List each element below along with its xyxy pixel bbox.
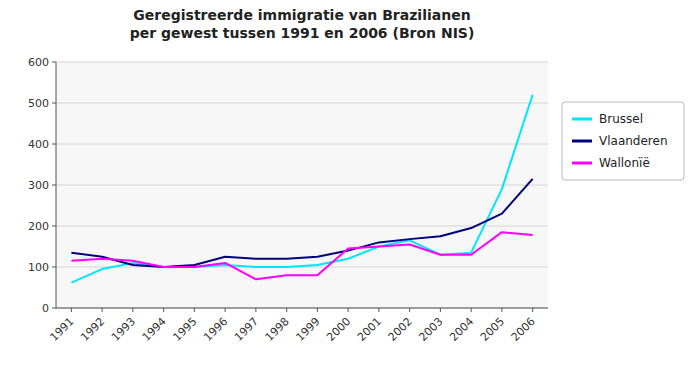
plot-area (56, 62, 548, 308)
x-tick-label: 1997 (232, 315, 261, 344)
x-tick-label: 1991 (48, 315, 77, 344)
x-tick (471, 308, 472, 312)
y-axis: 0 100 200 300 400 500 600 (28, 56, 548, 315)
legend-box (562, 102, 684, 180)
x-tick (532, 308, 533, 312)
x-tick-label: 2006 (509, 315, 538, 344)
series-group (71, 95, 532, 283)
x-tick-label: 2005 (478, 315, 507, 344)
y-tick-label: 500 (28, 97, 49, 110)
x-tick (501, 308, 502, 312)
legend-swatch (572, 118, 592, 121)
x-tick-label: 1992 (78, 315, 107, 344)
y-tick (52, 267, 56, 268)
x-tick (132, 308, 133, 312)
legend-label: Vlaanderen (599, 134, 668, 148)
y-tick (52, 185, 56, 186)
y-tick-label: 200 (28, 220, 49, 233)
x-tick-label: 1998 (263, 315, 292, 344)
y-tick (52, 144, 56, 145)
series-line (71, 95, 532, 283)
x-tick (286, 308, 287, 312)
x-tick (194, 308, 195, 312)
legend: Brussel Vlaanderen Wallonïë (562, 102, 684, 180)
y-tick-label: 400 (28, 138, 49, 151)
x-tick (378, 308, 379, 312)
legend-swatch (572, 162, 592, 165)
x-tick-label: 2003 (417, 315, 446, 344)
y-tick (52, 62, 56, 63)
x-tick-label: 1994 (140, 315, 169, 344)
x-tick-label: 2000 (324, 315, 353, 344)
grid-line (56, 185, 548, 186)
x-tick-label: 2004 (447, 315, 476, 344)
x-tick (102, 308, 103, 312)
x-tick (409, 308, 410, 312)
x-axis-line (56, 308, 548, 309)
x-tick (163, 308, 164, 312)
x-tick-label: 1999 (294, 315, 323, 344)
title-line: Geregistreerde immigratie van Braziliane… (133, 7, 470, 23)
x-tick-label: 1993 (109, 315, 138, 344)
x-tick (317, 308, 318, 312)
legend-label: Brussel (599, 112, 643, 126)
y-tick (52, 308, 56, 309)
x-tick (440, 308, 441, 312)
y-tick-label: 600 (28, 56, 49, 69)
x-tick (348, 308, 349, 312)
y-tick-label: 100 (28, 261, 49, 274)
x-tick-label: 1995 (171, 315, 200, 344)
x-tick-label: 2002 (386, 315, 415, 344)
x-tick (71, 308, 72, 312)
x-tick-label: 1996 (201, 315, 230, 344)
y-tick (52, 103, 56, 104)
y-axis-line (56, 62, 57, 308)
y-tick-label: 0 (42, 302, 49, 315)
legend-swatch (572, 140, 592, 143)
x-tick (255, 308, 256, 312)
title-line: per gewest tussen 1991 en 2006 (Bron NIS… (130, 25, 475, 41)
x-axis: 1991199219931994199519961997199819992000… (48, 308, 538, 344)
grid-line (56, 308, 548, 309)
grid-line (56, 144, 548, 145)
grid-line (56, 103, 548, 104)
x-tick-label: 2001 (355, 315, 384, 344)
y-tick-label: 300 (28, 179, 49, 192)
chart: Geregistreerde immigratie van Braziliane… (0, 0, 691, 390)
legend-label: Wallonïë (599, 156, 650, 170)
grid-line (56, 62, 548, 63)
chart-title: Geregistreerde immigratie van Braziliane… (130, 7, 475, 41)
y-tick (52, 226, 56, 227)
series-line (71, 232, 532, 279)
x-tick (225, 308, 226, 312)
